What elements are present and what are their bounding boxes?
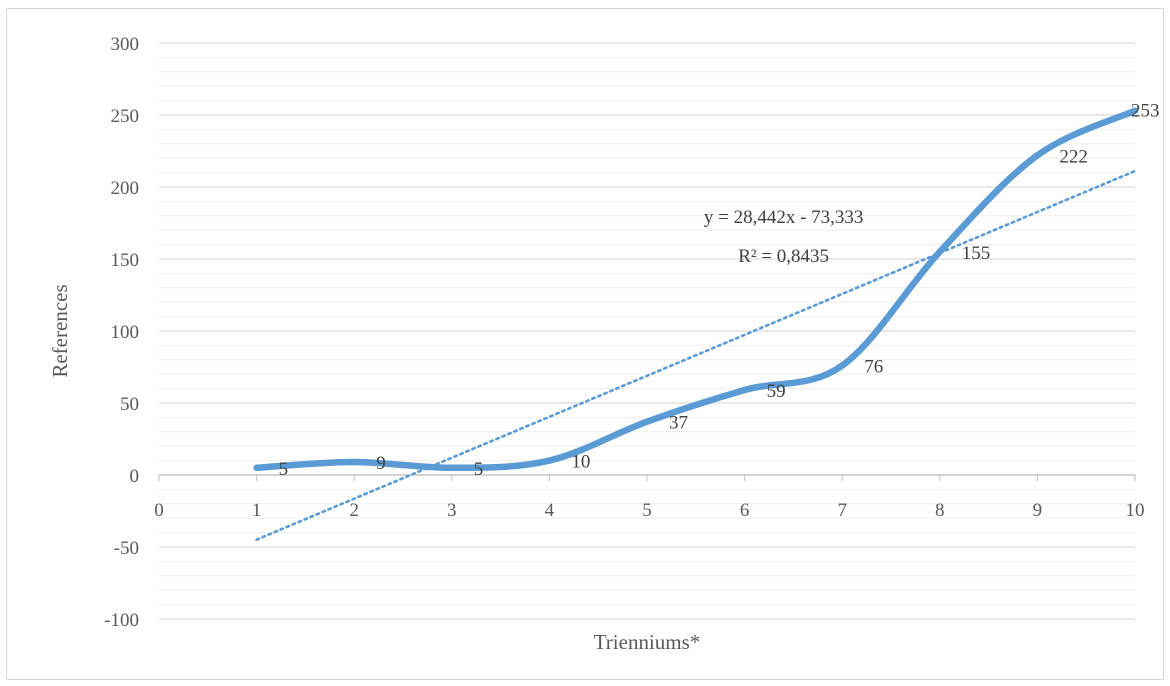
- x-tick-label: 5: [642, 500, 652, 521]
- y-tick-label: 250: [111, 106, 140, 127]
- data-label: 5: [474, 459, 484, 480]
- y-axis-ticks: -100 -50 0 50 100 150 200 250 300: [104, 34, 139, 631]
- x-tick-label: 9: [1033, 500, 1043, 521]
- data-label: 9: [376, 453, 386, 474]
- data-label: 222: [1059, 146, 1088, 167]
- series-line: [253, 107, 1139, 472]
- y-axis-title: References: [48, 284, 72, 377]
- y-tick-label: 50: [120, 394, 139, 415]
- x-tick-label: 2: [349, 500, 359, 521]
- y-tick-label: 150: [111, 250, 140, 271]
- x-axis-title: Trienniums*: [594, 630, 701, 654]
- y-tick-label: -50: [114, 538, 139, 559]
- trendline: [255, 169, 1137, 541]
- x-tick-label: 10: [1126, 500, 1145, 521]
- y-tick-label: 300: [111, 34, 140, 55]
- chart-frame: -100 -50 0 50 100 150 200 250 300 0 1 2 3 4 5 6 7 8 9 10 5…: [6, 8, 1164, 680]
- trendline-r2: R² = 0,8435: [738, 246, 829, 267]
- data-label: 76: [864, 357, 883, 378]
- x-tick-label: 8: [935, 500, 945, 521]
- data-label: 10: [571, 452, 590, 473]
- x-tick-label: 6: [740, 500, 750, 521]
- y-tick-label: 200: [111, 178, 140, 199]
- y-tick-label: 0: [130, 466, 140, 487]
- x-axis-ticks: 0 1 2 3 4 5 6 7 8 9 10: [154, 475, 1145, 521]
- data-label: 37: [669, 413, 688, 434]
- data-label: 155: [962, 243, 991, 264]
- gridlines: [159, 42, 1135, 620]
- y-tick-label: -100: [104, 610, 139, 631]
- x-tick-label: 3: [447, 500, 457, 521]
- trendline-equation: y = 28,442x - 73,333: [704, 207, 864, 228]
- data-label: 253: [1131, 101, 1160, 122]
- line-chart: -100 -50 0 50 100 150 200 250 300 0 1 2 3 4 5 6 7 8 9 10 5…: [48, 34, 1160, 654]
- x-tick-label: 4: [545, 500, 555, 521]
- data-label: 59: [767, 381, 786, 402]
- x-tick-label: 0: [154, 500, 164, 521]
- y-tick-label: 100: [111, 322, 140, 343]
- x-tick-label: 7: [837, 500, 847, 521]
- data-label: 5: [279, 459, 289, 480]
- x-tick-label: 1: [252, 500, 262, 521]
